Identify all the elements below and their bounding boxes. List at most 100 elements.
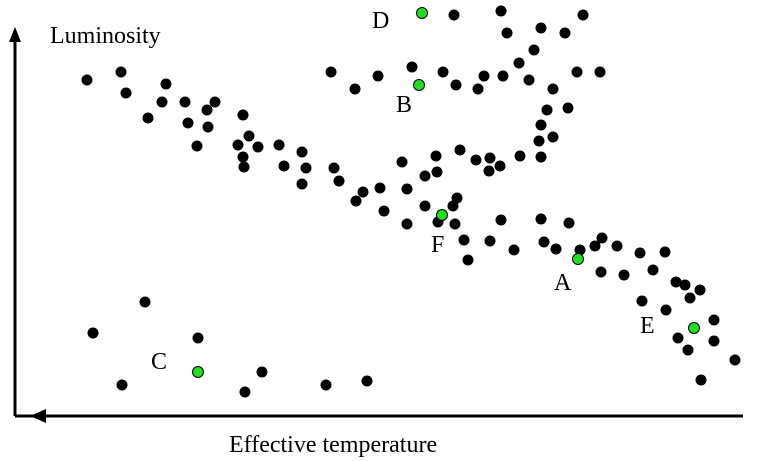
star-47 bbox=[278, 160, 290, 172]
star-14 bbox=[472, 83, 484, 95]
star-4 bbox=[535, 22, 547, 34]
star-69 bbox=[449, 218, 461, 230]
star-5 bbox=[559, 27, 571, 39]
star-28 bbox=[396, 156, 408, 168]
x-axis-label: Effective temperature bbox=[229, 432, 437, 458]
star-52 bbox=[238, 161, 250, 173]
star-83 bbox=[589, 240, 601, 252]
star-62 bbox=[142, 112, 154, 124]
star-7 bbox=[513, 57, 525, 69]
star-94 bbox=[694, 284, 706, 296]
star-25 bbox=[533, 135, 545, 147]
label-B: B bbox=[396, 92, 412, 118]
star-92 bbox=[684, 292, 696, 304]
star-35 bbox=[431, 166, 443, 178]
star-18 bbox=[571, 66, 583, 78]
star-1 bbox=[495, 5, 507, 17]
star-108 bbox=[239, 386, 251, 398]
star-56 bbox=[182, 117, 194, 129]
star-75 bbox=[484, 235, 496, 247]
star-46 bbox=[273, 139, 285, 151]
star-41 bbox=[333, 175, 345, 187]
star-24 bbox=[547, 131, 559, 143]
axes bbox=[9, 27, 743, 423]
star-86 bbox=[634, 247, 646, 259]
star-11 bbox=[437, 66, 449, 78]
star-8 bbox=[325, 66, 337, 78]
star-67 bbox=[447, 200, 459, 212]
star-97 bbox=[708, 314, 720, 326]
star-2 bbox=[577, 9, 589, 21]
star-17 bbox=[547, 83, 559, 95]
star-59 bbox=[179, 96, 191, 108]
star-81 bbox=[550, 243, 562, 255]
x-axis-arrowhead bbox=[30, 409, 46, 423]
star-72 bbox=[350, 195, 362, 207]
star-30 bbox=[454, 144, 466, 156]
star-73 bbox=[458, 234, 470, 246]
star-C bbox=[192, 366, 204, 378]
star-23 bbox=[535, 119, 547, 131]
star-A bbox=[572, 253, 584, 265]
y-axis-label: Luminosity bbox=[50, 23, 161, 49]
star-78 bbox=[535, 213, 547, 225]
star-42 bbox=[328, 162, 340, 174]
star-48 bbox=[252, 141, 264, 153]
labeled-stars: D B F A E C bbox=[151, 7, 700, 378]
star-29 bbox=[430, 150, 442, 162]
star-27 bbox=[514, 150, 526, 162]
star-76 bbox=[508, 244, 520, 256]
star-61 bbox=[160, 78, 172, 90]
star-102 bbox=[695, 374, 707, 386]
star-79 bbox=[563, 217, 575, 229]
star-32 bbox=[484, 152, 496, 164]
star-F bbox=[436, 209, 448, 221]
star-95 bbox=[636, 295, 648, 307]
label-D: D bbox=[372, 8, 389, 34]
star-85 bbox=[611, 240, 623, 252]
star-38 bbox=[401, 183, 413, 195]
star-66 bbox=[419, 200, 431, 212]
star-10 bbox=[406, 61, 418, 73]
star-77 bbox=[495, 214, 507, 226]
star-9 bbox=[372, 70, 384, 82]
star-105 bbox=[192, 332, 204, 344]
star-31 bbox=[470, 154, 482, 166]
star-58 bbox=[191, 140, 203, 152]
star-12 bbox=[478, 70, 490, 82]
label-F: F bbox=[431, 232, 444, 258]
star-55 bbox=[201, 104, 213, 116]
star-71 bbox=[378, 205, 390, 217]
star-13 bbox=[450, 79, 462, 91]
star-36 bbox=[483, 165, 495, 177]
star-60 bbox=[156, 96, 168, 108]
star-43 bbox=[296, 146, 308, 158]
star-70 bbox=[401, 218, 413, 230]
label-E: E bbox=[640, 313, 655, 339]
star-15 bbox=[497, 70, 509, 82]
star-0 bbox=[448, 9, 460, 21]
star-93 bbox=[679, 279, 691, 291]
y-axis-arrowhead bbox=[9, 27, 21, 42]
star-82 bbox=[574, 244, 586, 256]
star-99 bbox=[672, 332, 684, 344]
star-63 bbox=[120, 87, 132, 99]
star-26 bbox=[535, 151, 547, 163]
star-33 bbox=[494, 160, 506, 172]
star-16 bbox=[523, 74, 535, 86]
star-6 bbox=[528, 44, 540, 56]
star-3 bbox=[501, 27, 513, 39]
star-74 bbox=[462, 254, 474, 266]
star-110 bbox=[361, 375, 373, 387]
star-90 bbox=[647, 264, 659, 276]
star-101 bbox=[729, 354, 741, 366]
star-45 bbox=[296, 178, 308, 190]
star-107 bbox=[256, 366, 268, 378]
star-64 bbox=[115, 66, 127, 78]
star-21 bbox=[562, 102, 574, 114]
star-50 bbox=[232, 139, 244, 151]
star-98 bbox=[708, 335, 720, 347]
star-65 bbox=[81, 74, 93, 86]
